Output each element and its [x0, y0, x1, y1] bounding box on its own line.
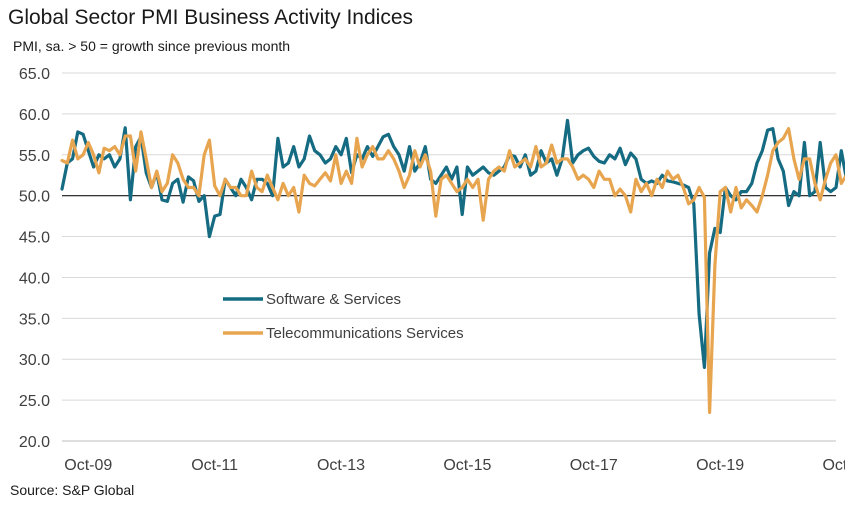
x-tick-label: Oct-21 — [822, 457, 845, 474]
x-tick-label: Oct-11 — [191, 457, 238, 474]
series-lines — [60, 118, 845, 414]
y-tick-label: 30.0 — [19, 352, 50, 369]
y-tick-label: 55.0 — [19, 148, 50, 165]
x-tick-label: Oct-09 — [64, 457, 112, 474]
y-tick-label: 25.0 — [19, 393, 50, 410]
x-tick-label: Oct-19 — [696, 457, 744, 474]
chart-source: Source: S&P Global — [10, 482, 135, 498]
chart-subtitle: PMI, sa. > 50 = growth since previous mo… — [13, 38, 291, 54]
legend-label-telecom: Telecommunications Services — [266, 325, 464, 342]
series-line-software — [60, 118, 845, 369]
y-tick-label: 35.0 — [19, 311, 50, 328]
y-tick-label: 20.0 — [19, 434, 50, 451]
gridlines — [62, 72, 836, 442]
y-tick-label: 65.0 — [19, 66, 50, 83]
x-tick-label: Oct-13 — [317, 457, 365, 474]
y-tick-label: 50.0 — [19, 189, 50, 206]
y-axis-ticks: 65.0 60.0 55.0 50.0 45.0 40.0 35.0 30.0 25.0 20.0 — [19, 66, 50, 451]
legend: Software & Services Telecommunications Se… — [223, 291, 464, 342]
y-tick-label: 60.0 — [19, 107, 50, 124]
x-axis-ticks: Oct-09 Oct-11 Oct-13 Oct-15 Oct-17 Oct-19 Oct-… — [64, 457, 845, 474]
y-tick-label: 45.0 — [19, 230, 50, 247]
series-line-telecom — [60, 127, 845, 414]
chart-title: Global Sector PMI Business Activity Indi… — [8, 6, 413, 29]
x-tick-label: Oct-15 — [443, 457, 491, 474]
y-tick-label: 40.0 — [19, 270, 50, 287]
legend-label-software: Software & Services — [266, 291, 401, 308]
x-tick-label: Oct-17 — [570, 457, 618, 474]
